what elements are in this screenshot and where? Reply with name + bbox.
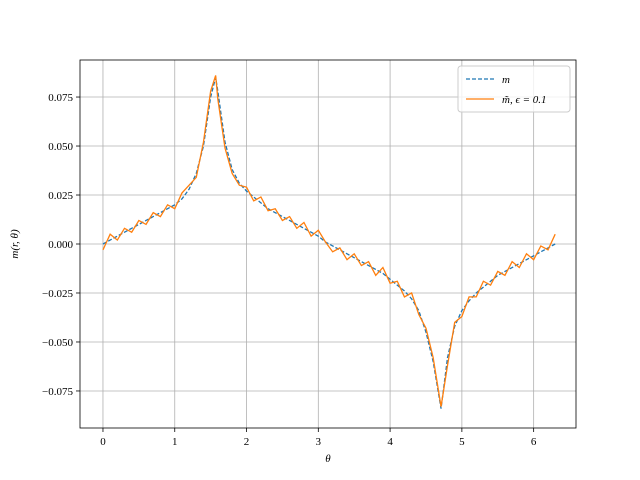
x-tick-label: 3 (316, 436, 322, 448)
y-axis-label: m(r, θ) (9, 229, 21, 259)
y-tick-label: −0.050 (42, 337, 73, 349)
x-axis-label: θ (325, 453, 331, 465)
legend-label: m (502, 74, 510, 86)
x-tick-label: 1 (172, 436, 178, 448)
x-tick-label: 5 (459, 436, 465, 448)
y-tick-label: 0.075 (48, 92, 73, 104)
x-tick-label: 0 (100, 436, 106, 448)
x-tick-label: 2 (244, 436, 250, 448)
series-line (102, 75, 556, 407)
axes-frame (79, 59, 577, 429)
y-tick-label: 0.050 (48, 141, 73, 153)
x-tick-label: 4 (387, 436, 393, 448)
series-line (102, 77, 556, 409)
legend-label: m̃, ϵ = 0.1 (502, 94, 547, 106)
legend-box (457, 65, 571, 113)
y-tick-label: 0.025 (48, 190, 73, 202)
x-tick-label: 6 (531, 436, 537, 448)
y-tick-label: −0.025 (42, 288, 73, 300)
y-tick-label: 0.000 (48, 239, 73, 251)
y-tick-label: −0.075 (42, 386, 73, 398)
